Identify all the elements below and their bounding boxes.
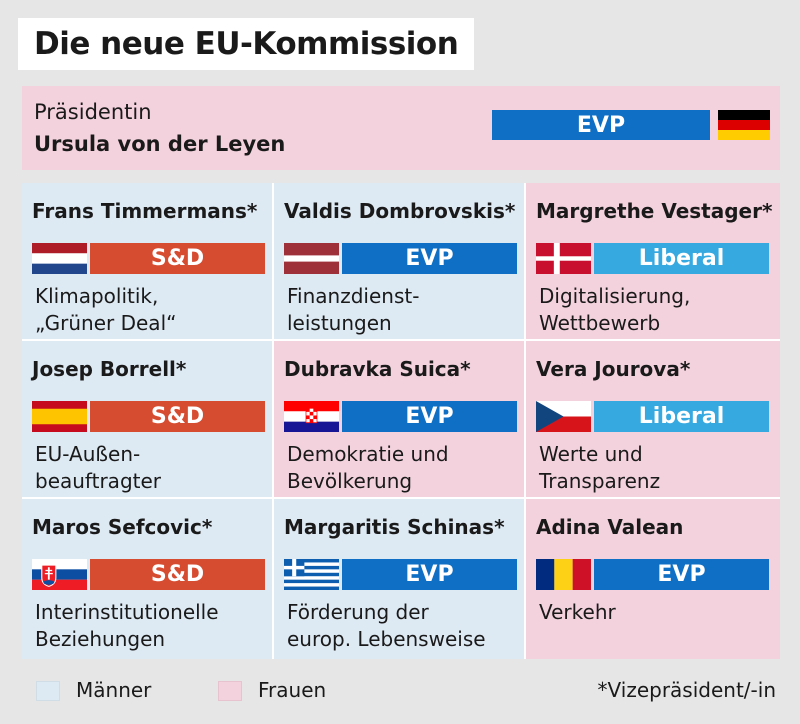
legend-women-label: Frauen [258,678,327,702]
legend-women-swatch [218,681,242,701]
legend-men-swatch [36,681,60,701]
commissioner-name: Maros Sefcovic* [32,515,213,539]
commissioner-portfolio: Verkehr [539,600,616,624]
president-role: Präsidentin [34,100,152,124]
commissioner-card-timmermans: Frans Timmermans* S&D Klimapolitik, „Grü… [22,183,274,341]
romania-flag-icon [536,559,591,590]
commissioner-portfolio: Werte und Transparenz [539,442,661,493]
commissioner-portfolio: Interinstitutionelle Beziehungen [35,600,219,651]
latvia-flag-icon [284,243,339,274]
commissioner-card-sefcovic: Maros Sefcovic* S&D Interinstitutionelle… [22,499,274,659]
commissioner-portfolio: Förderung der europ. Lebensweise [287,600,486,651]
legend-men-label: Männer [76,678,152,702]
croatia-flag-icon [284,401,339,432]
commissioner-card-dombrovskis: Valdis Dombrovskis* EVP Finanzdienst- le… [274,183,526,341]
commissioner-card-schinas: Margaritis Schinas* EVP Förderung der eu… [274,499,526,659]
commissioner-card-suica: Dubravka Suica* EVP Demokratie und Bevöl… [274,341,526,499]
spain-flag-icon [32,401,87,432]
party-badge: EVP [342,243,517,274]
party-badge: EVP [342,401,517,432]
commissioner-card-jourova: Vera Jourova* Liberal Werte und Transpar… [526,341,780,499]
commissioner-name: Margrethe Vestager* [536,199,773,223]
legend: Männer Frauen *Vizepräsident/-in [0,676,800,706]
commissioner-portfolio: EU-Außen- beauftragter [35,442,162,493]
commissioner-portfolio: Klimapolitik, „Grüner Deal“ [35,284,177,335]
denmark-flag-icon [536,243,591,274]
president-party-badge: EVP [492,110,710,140]
commissioner-portfolio: Finanzdienst- leistungen [287,284,420,335]
party-badge: S&D [90,401,265,432]
commissioner-name: Frans Timmermans* [32,199,258,223]
czechia-flag-icon [536,401,591,432]
commissioner-card-valean: Adina Valean EVP Verkehr [526,499,780,659]
party-badge: S&D [90,243,265,274]
slovakia-flag-icon [32,559,87,590]
greece-flag-icon [284,559,339,590]
legend-vice-president-note: *Vizepräsident/-in [597,678,776,702]
commissioner-name: Vera Jourova* [536,357,691,381]
commissioner-card-vestager: Margrethe Vestager* Liberal Digitalisier… [526,183,780,341]
commissioner-portfolio: Digitalisierung, Wettbewerb [539,284,691,335]
president-panel: Präsidentin Ursula von der Leyen EVP [22,86,780,170]
commissioner-name: Josep Borrell* [32,357,187,381]
party-badge: EVP [342,559,517,590]
commissioner-card-borrell: Josep Borrell* S&D EU-Außen- beauftragte… [22,341,274,499]
commissioner-portfolio: Demokratie und Bevölkerung [287,442,449,493]
page-title: Die neue EU-Kommission [18,18,475,70]
commissioner-name: Adina Valean [536,515,684,539]
commissioner-grid: Frans Timmermans* S&D Klimapolitik, „Grü… [22,183,780,659]
party-badge: S&D [90,559,265,590]
commissioner-name: Margaritis Schinas* [284,515,505,539]
party-badge: Liberal [594,243,769,274]
commissioner-name: Dubravka Suica* [284,357,471,381]
president-name: Ursula von der Leyen [34,132,286,156]
netherlands-flag-icon [32,243,87,274]
commissioner-name: Valdis Dombrovskis* [284,199,516,223]
germany-flag-icon [718,110,770,140]
party-badge: EVP [594,559,769,590]
party-badge: Liberal [594,401,769,432]
